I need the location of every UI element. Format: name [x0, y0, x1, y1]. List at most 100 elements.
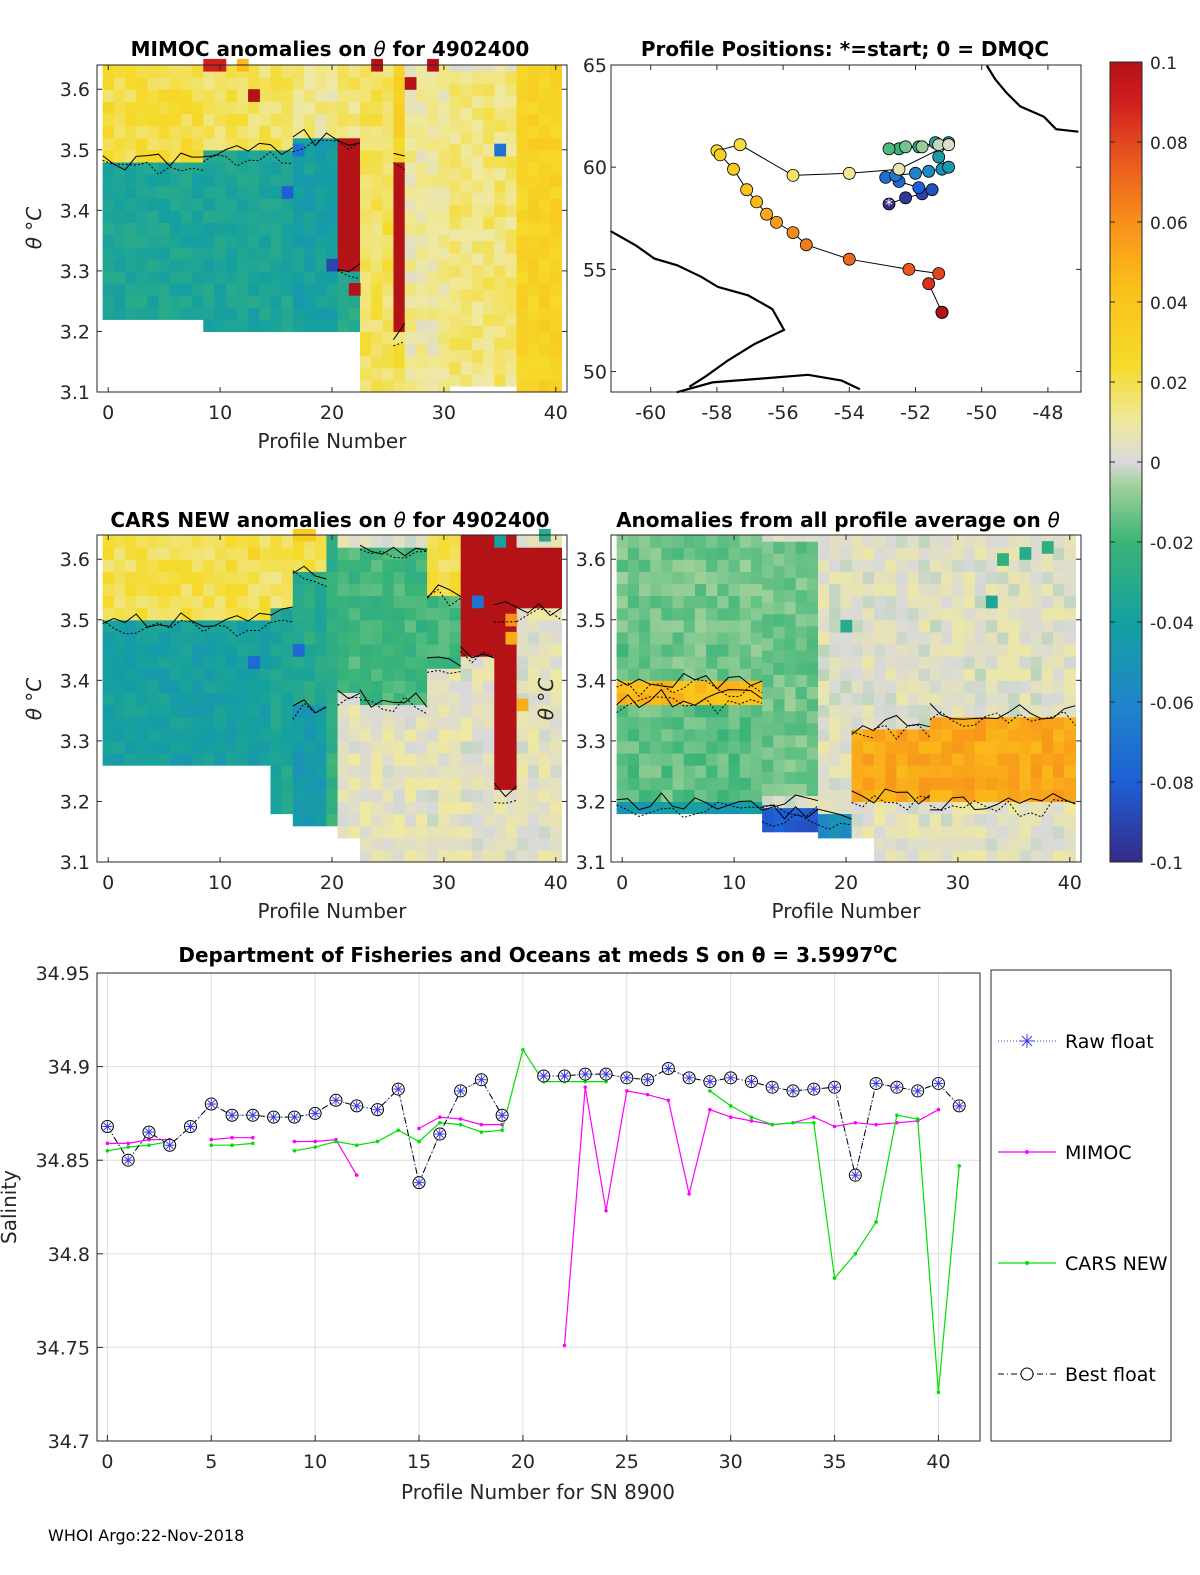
heat-cell	[750, 668, 763, 681]
heat-cell	[784, 746, 797, 760]
heat-cell	[326, 753, 339, 766]
heat-cell	[102, 547, 115, 560]
heat-cell	[214, 583, 227, 597]
mimoc-point	[666, 1098, 671, 1103]
heat-cell	[136, 728, 148, 742]
heat-cell	[259, 716, 272, 730]
heat-cell	[102, 656, 115, 669]
heat-cell	[315, 789, 327, 802]
contour-line	[102, 152, 204, 171]
heat-cell	[337, 753, 350, 766]
heat-cell	[214, 222, 227, 236]
heat-cell	[661, 704, 674, 718]
heat-cell	[460, 143, 473, 157]
heat-cell	[147, 644, 160, 657]
heat-cell	[337, 813, 350, 827]
contour-line	[292, 128, 338, 147]
heat-cell	[1041, 728, 1054, 742]
profile-position-marker	[899, 140, 912, 154]
heat-cell	[918, 753, 931, 766]
heat-cell	[516, 174, 529, 187]
raw-float-marker	[663, 1063, 674, 1074]
heat-cell	[851, 789, 864, 802]
heat-cell	[750, 595, 763, 609]
heat-cell	[1053, 583, 1065, 597]
heat-cell	[404, 307, 417, 320]
heat-cell	[147, 270, 160, 284]
heat-cell	[952, 753, 965, 766]
heat-cell	[348, 161, 361, 175]
heat-cell	[147, 716, 160, 730]
heat-cell	[180, 740, 193, 754]
heat-cell	[694, 547, 707, 560]
heat-cell	[460, 692, 473, 706]
heat-cell	[292, 101, 305, 114]
heat-cell	[427, 89, 439, 102]
raw-float-marker	[601, 1069, 612, 1080]
heat-cell	[169, 668, 182, 681]
heat-cell	[281, 740, 294, 754]
heat-cell	[192, 559, 204, 572]
heat-cell	[270, 631, 283, 645]
heat-cell	[393, 644, 406, 657]
heat-cell	[225, 740, 238, 754]
heat-cell	[281, 283, 294, 296]
heat-cell	[483, 607, 495, 621]
heat-cell	[1041, 631, 1054, 645]
heat-cell	[236, 77, 249, 90]
heat-cell	[527, 77, 540, 90]
heat-cell	[360, 813, 372, 827]
heat-cell	[672, 619, 685, 633]
heat-cell	[404, 89, 417, 102]
heat-cell	[270, 571, 283, 584]
heat-cell	[225, 535, 238, 548]
heat-cell	[918, 789, 931, 802]
heat-cell	[907, 825, 920, 839]
heat-cell	[326, 65, 339, 78]
profile-position-marker	[882, 142, 896, 156]
heat-cell	[203, 644, 216, 657]
heat-cell	[1030, 583, 1043, 597]
heat-cell	[449, 313, 462, 326]
heat-cell	[829, 740, 841, 754]
heat-cell	[147, 101, 160, 114]
heat-cell	[806, 589, 819, 603]
raw-float-marker	[268, 1112, 279, 1123]
heat-cell	[225, 656, 238, 669]
heat-cell	[292, 125, 305, 139]
heat-cell-highlight	[1019, 547, 1032, 560]
heat-cell	[180, 137, 193, 151]
heat-cell	[415, 656, 428, 669]
heat-cell	[371, 680, 383, 693]
heat-cell	[1008, 535, 1021, 548]
heat-cell	[907, 692, 920, 706]
heat-cell	[404, 777, 417, 790]
heat-cell	[158, 583, 171, 597]
heat-cell	[371, 319, 383, 332]
heat-cell	[449, 252, 462, 266]
heat-cell	[907, 571, 920, 584]
heat-cell	[270, 283, 283, 296]
heat-cell	[907, 765, 920, 778]
heat-cell	[505, 837, 518, 851]
heat-cell	[527, 559, 540, 572]
heat-cell	[315, 77, 327, 90]
heat-cell	[471, 789, 484, 802]
heat-cell	[616, 668, 629, 681]
heat-cell	[337, 704, 350, 718]
heat-cell	[505, 704, 518, 718]
heat-cell	[304, 704, 316, 718]
heat-cell	[393, 571, 406, 584]
heat-cell	[997, 692, 1009, 706]
heat-cell	[471, 680, 484, 693]
heat-cell	[337, 270, 350, 284]
heat-cell	[460, 789, 473, 802]
heat-cell	[1041, 753, 1054, 766]
heat-cell	[550, 789, 562, 802]
heat-cell	[627, 728, 640, 742]
heat-cell	[661, 535, 674, 548]
heat-cell	[818, 789, 830, 802]
heat-cell	[281, 89, 294, 102]
heat-cell	[974, 644, 987, 657]
positions-title: Profile Positions: *=start; 0 = DMQC	[641, 37, 1049, 61]
